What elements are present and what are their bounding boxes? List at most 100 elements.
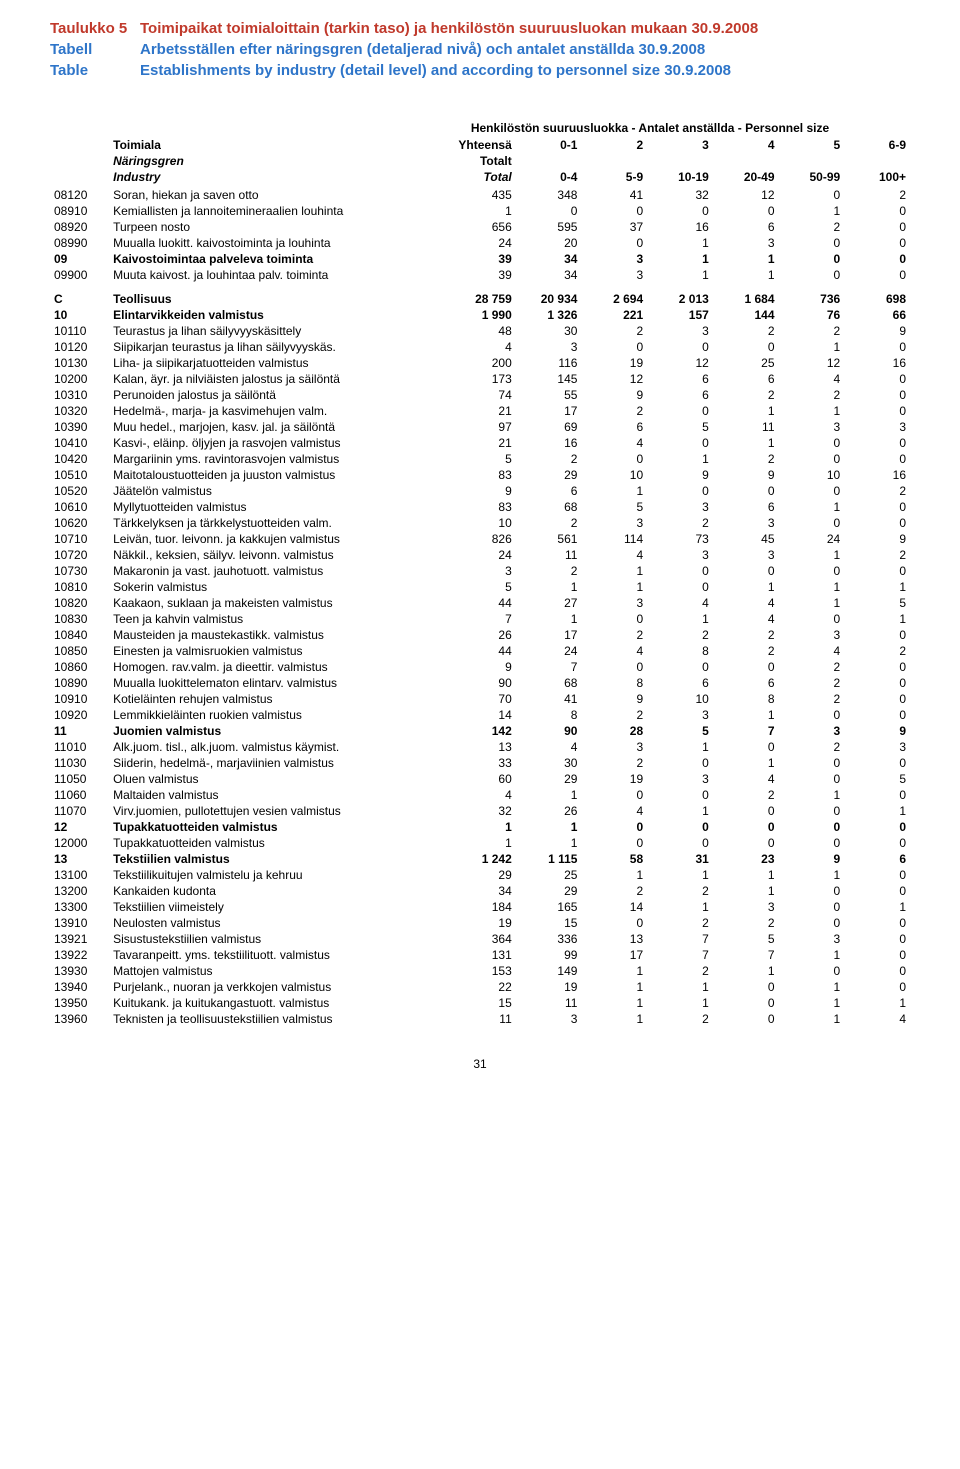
row-name: Siipikarjan teurastus ja lihan säilyvyys… <box>109 339 448 355</box>
row-value: 0 <box>779 963 845 979</box>
row-name: Liha- ja siipikarjatuotteiden valmistus <box>109 355 448 371</box>
row-value: 3 <box>713 235 779 251</box>
row-value: 2 <box>647 963 713 979</box>
row-value: 1 <box>647 235 713 251</box>
row-value: 0 <box>581 339 647 355</box>
table-row: 10720Näkkil., keksien, säilyv. leivonn. … <box>50 547 910 563</box>
row-value: 44 <box>449 643 516 659</box>
row-value: 0 <box>779 267 845 283</box>
caption-text: Arbetsställen efter näringsgren (detalje… <box>140 39 910 60</box>
row-value: 2 <box>581 755 647 771</box>
caption-text: Toimipaikat toimialoittain (tarkin taso)… <box>140 18 910 39</box>
row-code: 10420 <box>50 451 109 467</box>
row-code: 10910 <box>50 691 109 707</box>
row-value: 6 <box>581 419 647 435</box>
table-row: 08990Muualla luokitt. kaivostoiminta ja … <box>50 235 910 251</box>
row-value: 5 <box>713 931 779 947</box>
row-name: Kaivostoimintaa palveleva toiminta <box>109 251 448 267</box>
row-value: 55 <box>516 387 582 403</box>
row-value: 0 <box>647 579 713 595</box>
row-value: 1 <box>581 979 647 995</box>
row-value: 6 <box>713 371 779 387</box>
table-row: 10890Muualla luokittelematon elintarv. v… <box>50 675 910 691</box>
table-head: ToimialaYhteensä0-123456-9NäringsgrenTot… <box>50 137 910 187</box>
row-value: 24 <box>516 643 582 659</box>
row-value: 1 <box>779 995 845 1011</box>
row-value: 7 <box>647 931 713 947</box>
row-name: Tekstiilikuitujen valmistelu ja kehruu <box>109 867 448 883</box>
row-value: 2 <box>647 915 713 931</box>
row-value: 2 013 <box>647 291 713 307</box>
row-value: 1 <box>713 403 779 419</box>
row-name: Tekstiilien viimeistely <box>109 899 448 915</box>
row-value: 2 <box>581 883 647 899</box>
row-value: 0 <box>844 251 910 267</box>
row-value: 595 <box>516 219 582 235</box>
row-value: 149 <box>516 963 582 979</box>
row-value: 3 <box>779 723 845 739</box>
row-value: 0 <box>581 235 647 251</box>
caption-row: TabellArbetsställen efter näringsgren (d… <box>50 39 910 60</box>
row-value: 0 <box>779 435 845 451</box>
row-value: 6 <box>647 387 713 403</box>
row-value: 7 <box>516 659 582 675</box>
row-value: 0 <box>844 947 910 963</box>
row-value: 9 <box>713 467 779 483</box>
row-value: 1 <box>581 483 647 499</box>
row-value: 3 <box>647 547 713 563</box>
row-value: 3 <box>516 1011 582 1027</box>
table-row: 11060Maltaiden valmistus4100210 <box>50 787 910 803</box>
row-value: 0 <box>844 203 910 219</box>
row-value: 1 <box>713 883 779 899</box>
row-value: 1 <box>779 867 845 883</box>
row-value: 3 <box>779 419 845 435</box>
row-name: Kalan, äyr. ja nilviäisten jalostus ja s… <box>109 371 448 387</box>
table-row: 13100Tekstiilikuitujen valmistelu ja keh… <box>50 867 910 883</box>
row-value: 3 <box>713 899 779 915</box>
row-value: 116 <box>516 355 582 371</box>
row-value: 1 <box>844 803 910 819</box>
row-code: 11050 <box>50 771 109 787</box>
row-value: 32 <box>647 187 713 203</box>
row-value: 4 <box>581 435 647 451</box>
row-value: 1 <box>516 819 582 835</box>
row-value: 0 <box>779 707 845 723</box>
row-value: 5 <box>844 771 910 787</box>
row-value: 0 <box>779 899 845 915</box>
row-value: 1 <box>844 579 910 595</box>
row-value: 34 <box>516 267 582 283</box>
row-value: 2 <box>713 627 779 643</box>
caption-label: Tabell <box>50 39 140 60</box>
row-value: 3 <box>581 595 647 611</box>
row-value: 0 <box>647 755 713 771</box>
row-value: 28 <box>581 723 647 739</box>
row-value: 0 <box>713 203 779 219</box>
row-name: Kasvi-, eläinp. öljyjen ja rasvojen valm… <box>109 435 448 451</box>
row-value: 1 <box>647 979 713 995</box>
table-row: 09Kaivostoimintaa palveleva toiminta3934… <box>50 251 910 267</box>
row-value: 0 <box>581 819 647 835</box>
row-value: 37 <box>581 219 647 235</box>
table-row: 13930Mattojen valmistus15314912100 <box>50 963 910 979</box>
row-value: 2 <box>844 643 910 659</box>
row-value: 0 <box>647 659 713 675</box>
row-code: 10720 <box>50 547 109 563</box>
row-value: 24 <box>449 547 516 563</box>
row-value: 34 <box>516 251 582 267</box>
row-value: 25 <box>713 355 779 371</box>
row-name: Teen ja kahvin valmistus <box>109 611 448 627</box>
row-value: 1 <box>647 451 713 467</box>
caption-row: Taulukko 5Toimipaikat toimialoittain (ta… <box>50 18 910 39</box>
row-value: 1 <box>779 979 845 995</box>
row-value: 8 <box>581 675 647 691</box>
row-value: 10 <box>581 467 647 483</box>
row-value: 1 <box>449 819 516 835</box>
row-value: 0 <box>844 403 910 419</box>
row-value: 0 <box>844 627 910 643</box>
row-code: 13 <box>50 851 109 867</box>
row-value: 1 684 <box>713 291 779 307</box>
row-name: Leivän, tuor. leivonn. ja kakkujen valmi… <box>109 531 448 547</box>
row-value: 3 <box>647 771 713 787</box>
row-value: 656 <box>449 219 516 235</box>
row-value: 0 <box>844 451 910 467</box>
